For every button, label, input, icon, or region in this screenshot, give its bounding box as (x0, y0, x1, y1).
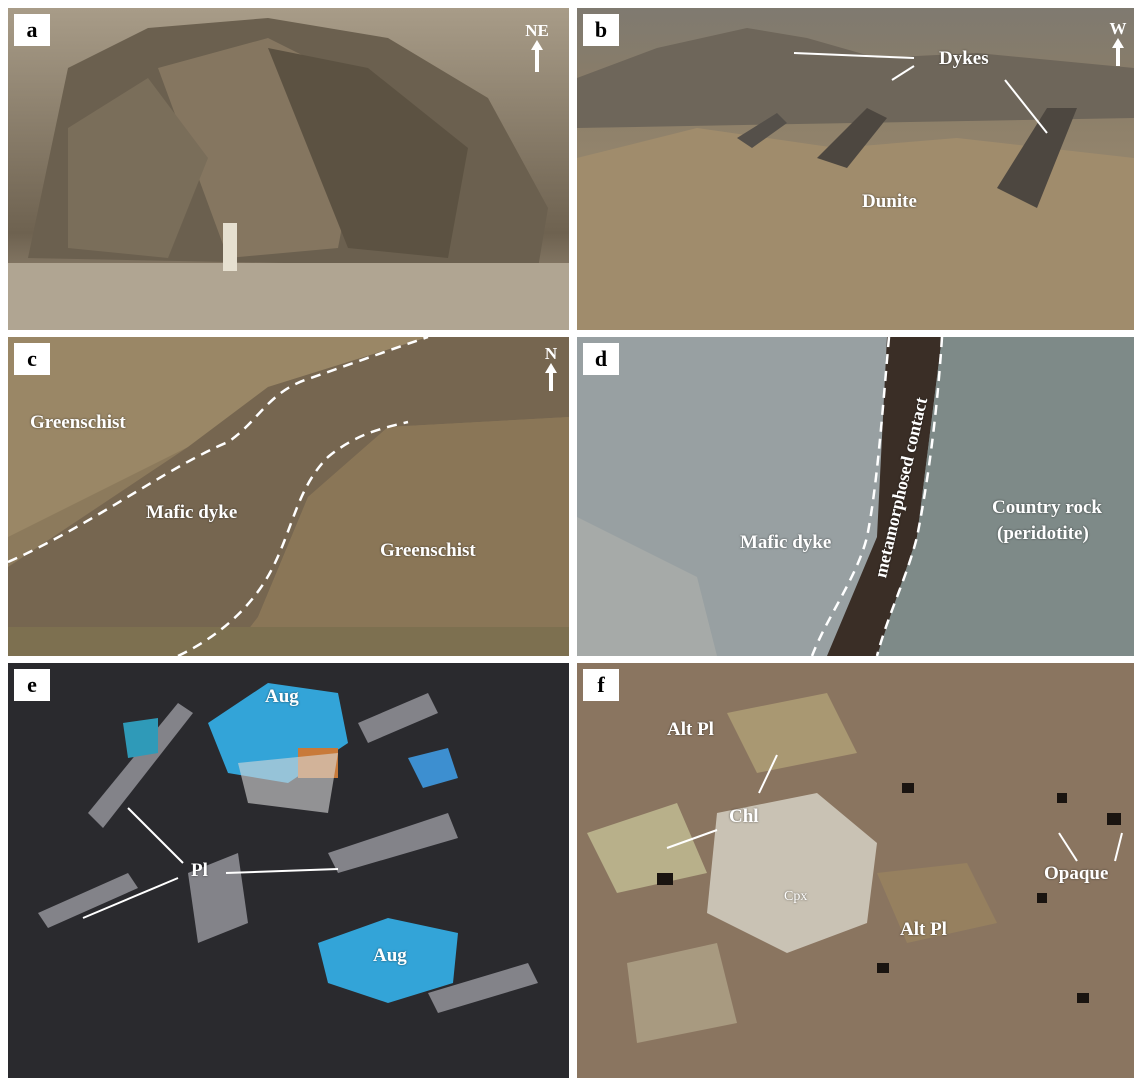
label-alt-pl-top: Alt Pl (667, 719, 714, 740)
panel-f-ppl-micrograph: f Alt Pl Chl Cpx Alt Pl Opaque (577, 663, 1134, 1078)
panel-letter: b (583, 14, 619, 46)
arrow-shaft-icon (535, 50, 539, 72)
panel-b-landscape-photo: b Dykes Dunite W (577, 8, 1134, 330)
north-arrow-label: N (544, 344, 558, 363)
panel-c-dyke-outcrop-photo: c Greenschist Mafic dyke Greenschist N (8, 337, 569, 656)
label-pl: Pl (191, 860, 208, 881)
panel-e-xpl-micrograph: e Aug Pl Aug (8, 663, 569, 1078)
north-arrow-n: N (536, 345, 566, 391)
label-country-rock: Country rock (992, 497, 1102, 518)
panel-d-contact-photo: d Mafic dyke metamorphosed contact Count… (577, 337, 1134, 656)
north-arrow-ne: NE (522, 22, 552, 72)
micrograph-e (8, 663, 569, 1078)
label-mafic-dyke: Mafic dyke (146, 502, 238, 523)
arrow-shaft-icon (549, 373, 553, 391)
label-greenschist-bottom: Greenschist (380, 540, 476, 561)
panel-letter: f (583, 669, 619, 701)
label-peridotite: (peridotite) (997, 523, 1089, 544)
label-greenschist-top: Greenschist (30, 412, 126, 433)
panel-letter: a (14, 14, 50, 46)
outcrop-photo-c (8, 337, 569, 656)
arrow-head-icon (545, 363, 557, 373)
outcrop-photo-a (8, 8, 569, 330)
north-arrow-label: NE (525, 21, 549, 40)
panel-letter: c (14, 343, 50, 375)
label-chl: Chl (729, 806, 759, 827)
label-aug-top: Aug (265, 686, 299, 707)
label-opaque: Opaque (1044, 863, 1109, 884)
label-dunite: Dunite (862, 191, 917, 212)
label-dykes: Dykes (939, 48, 989, 69)
label-alt-pl-bottom: Alt Pl (900, 919, 947, 940)
label-aug-bottom: Aug (373, 945, 407, 966)
north-arrow-w: W (1103, 20, 1133, 66)
arrow-head-icon (1112, 38, 1124, 48)
north-arrow-label: W (1109, 19, 1127, 38)
arrow-shaft-icon (1116, 48, 1120, 66)
arrow-head-icon (531, 40, 543, 50)
panel-letter: e (14, 669, 50, 701)
landscape-photo-b (577, 8, 1134, 330)
label-mafic-dyke: Mafic dyke (740, 532, 832, 553)
panel-letter: d (583, 343, 619, 375)
micrograph-f (577, 663, 1134, 1078)
label-cpx: Cpx (784, 889, 808, 904)
panel-a-outcrop-photo: a NE (8, 8, 569, 330)
